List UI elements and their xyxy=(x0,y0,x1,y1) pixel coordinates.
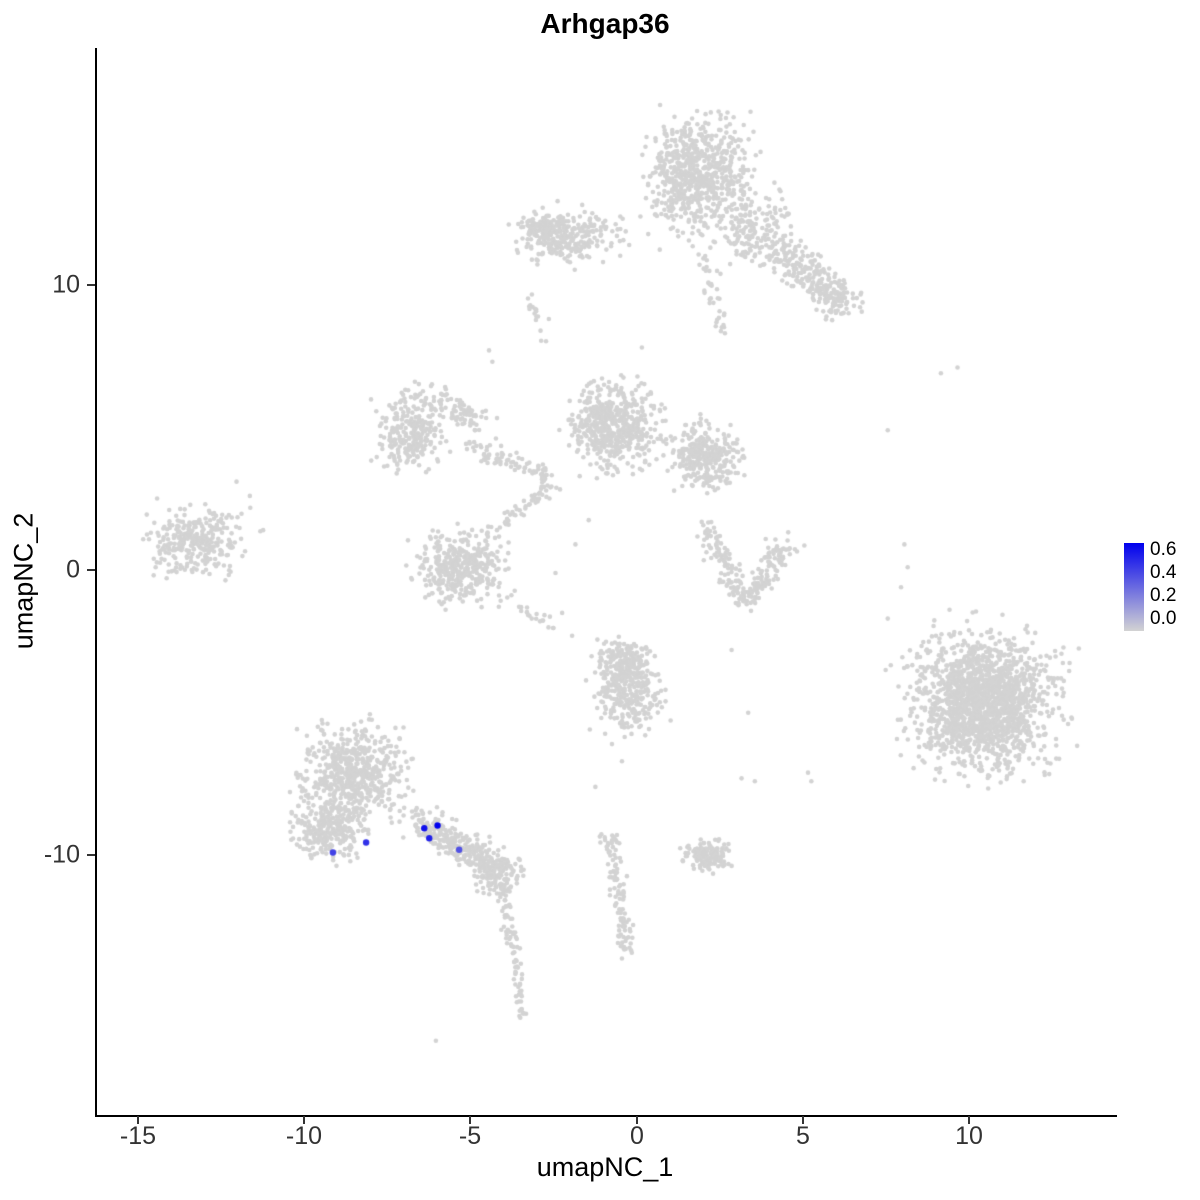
x-tick-label: -10 xyxy=(285,1122,323,1150)
x-tick-label: 0 xyxy=(630,1122,644,1150)
plot-canvas xyxy=(97,48,1117,1115)
x-tick-mark xyxy=(968,1116,970,1124)
x-tick-label: 10 xyxy=(955,1122,983,1150)
x-tick-mark xyxy=(802,1116,804,1124)
y-tick-mark xyxy=(87,569,95,571)
x-axis-label: umapNC_1 xyxy=(536,1152,674,1182)
legend-tick-label: 0.4 xyxy=(1150,562,1177,583)
legend-tick-label: 0.0 xyxy=(1150,608,1177,629)
y-tick-label: 10 xyxy=(52,270,80,299)
x-tick-mark xyxy=(137,1116,139,1124)
legend-tick-label: 0.2 xyxy=(1150,585,1177,606)
legend-gradient-bar xyxy=(1124,543,1144,631)
plot-area xyxy=(95,48,1117,1117)
legend-tick-label: 0.6 xyxy=(1150,539,1177,560)
y-tick-mark xyxy=(87,284,95,286)
x-tick-mark xyxy=(636,1116,638,1124)
x-tick-mark xyxy=(469,1116,471,1124)
x-tick-label: 5 xyxy=(796,1122,810,1150)
y-tick-mark xyxy=(87,854,95,856)
plot-title: Arhgap36 xyxy=(540,8,670,39)
x-tick-label: -5 xyxy=(458,1122,482,1150)
y-tick-label: 0 xyxy=(66,555,80,584)
x-tick-label: -15 xyxy=(119,1122,157,1150)
y-tick-label: -10 xyxy=(43,840,80,869)
x-tick-mark xyxy=(303,1116,305,1124)
